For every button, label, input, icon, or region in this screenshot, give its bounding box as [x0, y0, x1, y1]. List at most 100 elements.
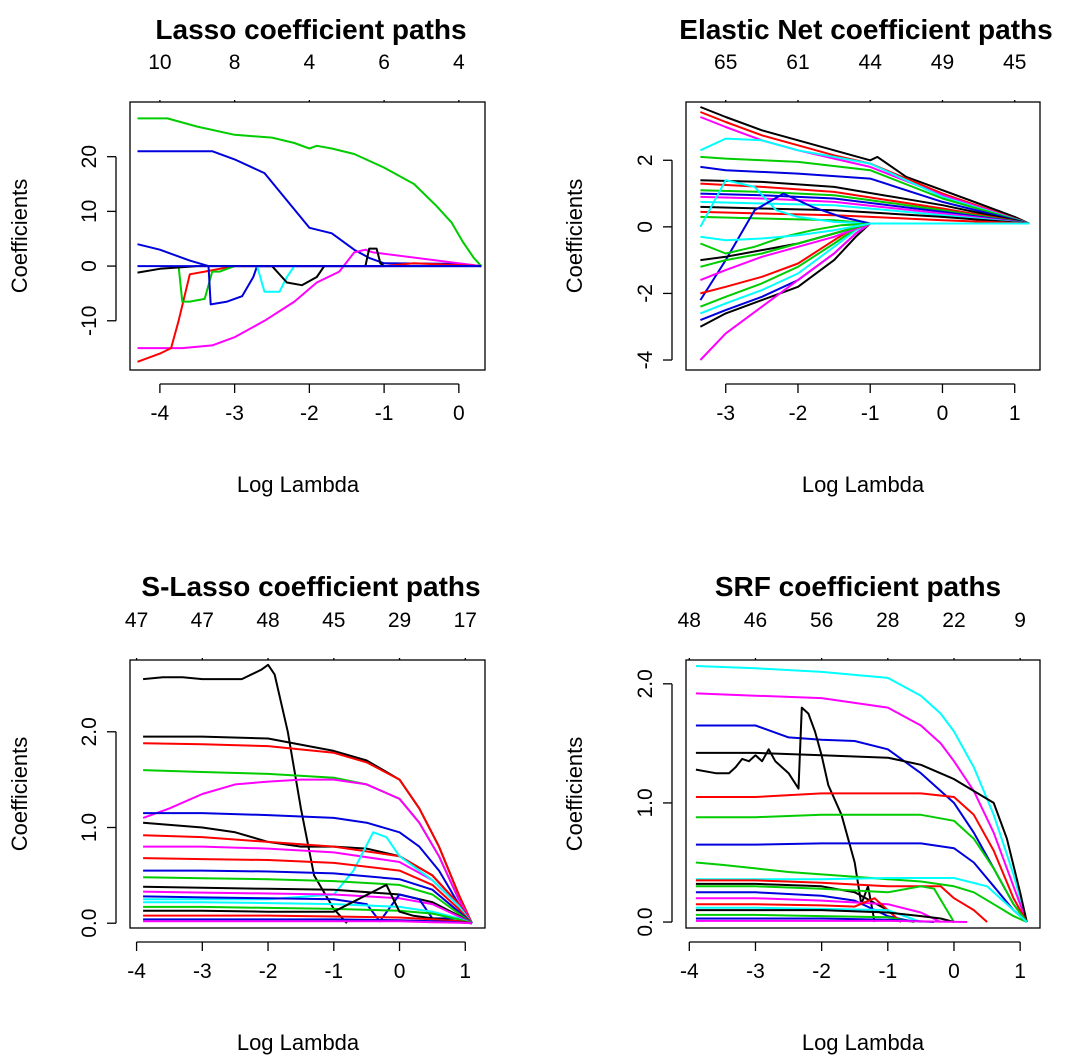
- lasso-series-layer: [137, 117, 483, 363]
- elastic-net-title: Elastic Net coefficient paths: [679, 14, 1052, 45]
- elastic-net-x-tick-label: 1: [1009, 402, 1021, 425]
- lasso-x-tick-label: -1: [375, 402, 394, 425]
- s-lasso-path-18: [143, 905, 473, 925]
- elastic-net-top-tick-label: 45: [1003, 51, 1026, 74]
- srf-path-1: [695, 665, 1028, 923]
- srf-path-9: [695, 861, 1028, 923]
- elastic-net-path-26: [700, 222, 871, 282]
- srf-x-tick-label: -4: [680, 960, 699, 983]
- srf-top-tick-label: 9: [1014, 609, 1026, 632]
- elastic-net-panel: Elastic Net coefficient paths -3 -2 -1 0 1 -…: [562, 14, 1053, 497]
- lasso-path-2: [137, 150, 482, 268]
- lasso-x-label: Log Lambda: [237, 472, 360, 497]
- srf-y-label: Coefficients: [562, 737, 587, 852]
- elastic-net-top-tick-label: 61: [786, 51, 809, 74]
- lasso-path-7: [256, 265, 296, 293]
- srf-y-tick-label: 0.0: [634, 907, 657, 936]
- elastic-net-path-24: [699, 222, 871, 361]
- elastic-net-path-27: [700, 222, 871, 268]
- elastic-net-path-1: [700, 106, 1030, 225]
- s-lasso-y-label: Coefficients: [7, 737, 32, 852]
- elastic-net-y-tick-label: 0: [634, 221, 657, 233]
- elastic-net-path-10: [700, 192, 1030, 225]
- lasso-top-tick-label: 6: [378, 51, 390, 74]
- lasso-top-tick-label: 4: [304, 51, 316, 74]
- s-lasso-path-20: [143, 914, 473, 925]
- lasso-path-3: [137, 248, 482, 350]
- s-lasso-path-1: [143, 663, 348, 924]
- elastic-net-y-label: Coefficients: [562, 179, 587, 294]
- elastic-net-y-tick-label: -2: [634, 284, 657, 303]
- srf-path-13: [695, 885, 955, 923]
- srf-x-tick-label: 0: [948, 960, 960, 983]
- s-lasso-x-tick-label: -1: [324, 960, 343, 983]
- srf-x-tick-label: -2: [812, 960, 831, 983]
- s-lasso-path-22: [143, 920, 472, 925]
- elastic-net-path-19: [699, 222, 871, 328]
- elastic-net-x-tick-label: -1: [861, 402, 880, 425]
- srf-y-axis: 0.0 1.0 2.0: [634, 669, 673, 937]
- srf-path-16: [695, 897, 902, 923]
- elastic-net-plot-frame: [685, 101, 1041, 371]
- s-lasso-path-13: [143, 876, 473, 925]
- s-lasso-top-tick-label: 47: [191, 609, 214, 632]
- s-lasso-path-11: [143, 857, 473, 924]
- srf-top-tick-label: 22: [942, 609, 965, 632]
- elastic-net-path-6: [700, 165, 1030, 225]
- elastic-net-x-axis: -3 -2 -1 0 1: [716, 383, 1021, 425]
- s-lasso-path-10: [143, 831, 473, 924]
- lasso-x-tick-label: -3: [225, 402, 244, 425]
- s-lasso-path-15: [143, 890, 473, 925]
- lasso-y-axis: -10 0 10 20: [78, 145, 117, 336]
- srf-path-7: [695, 813, 1028, 923]
- s-lasso-top-tick-label: 47: [125, 609, 148, 632]
- elastic-net-top-tick-label: 49: [931, 51, 954, 74]
- s-lasso-x-tick-label: 0: [394, 960, 406, 983]
- elastic-net-path-28: [700, 222, 871, 242]
- s-lasso-x-tick-label: 1: [459, 960, 471, 983]
- elastic-net-top-axis: 65 61 44 49 45: [714, 51, 1026, 102]
- srf-x-tick-label: -3: [746, 960, 765, 983]
- lasso-y-tick-label: 0: [78, 260, 101, 272]
- lasso-top-tick-label: 8: [229, 51, 241, 74]
- srf-plot-frame: [685, 659, 1041, 929]
- elastic-net-y-axis: -4 -2 0 2: [634, 154, 673, 369]
- srf-path-2: [695, 692, 1028, 923]
- elastic-net-x-label: Log Lambda: [802, 472, 925, 497]
- s-lasso-top-tick-label: 29: [388, 609, 411, 632]
- lasso-top-tick-label: 10: [148, 51, 171, 74]
- srf-x-tick-label: -1: [878, 960, 897, 983]
- elastic-net-y-tick-label: 2: [634, 154, 657, 166]
- srf-path-21: [695, 919, 968, 923]
- lasso-top-axis: 10 8 4 6 4: [148, 51, 465, 102]
- s-lasso-series-layer: [142, 663, 473, 925]
- s-lasso-path-3: [143, 742, 473, 924]
- srf-y-tick-label: 2.0: [634, 669, 657, 698]
- s-lasso-top-axis: 47 47 48 45 29 17: [125, 609, 477, 660]
- s-lasso-x-tick-label: -2: [259, 960, 278, 983]
- elastic-net-path-5: [700, 155, 1030, 225]
- elastic-net-series-layer: [699, 106, 1030, 361]
- lasso-y-tick-label: 20: [78, 145, 101, 168]
- elastic-net-path-12: [700, 200, 1030, 225]
- lasso-plot-frame: [129, 101, 486, 371]
- srf-path-10: [695, 877, 1028, 923]
- elastic-net-path-13: [700, 205, 1030, 225]
- elastic-net-path-4: [699, 137, 1030, 225]
- s-lasso-x-axis: -4 -3 -2 -1 0 1: [127, 941, 471, 983]
- s-lasso-top-tick-label: 17: [454, 609, 477, 632]
- s-lasso-top-tick-label: 45: [322, 609, 345, 632]
- srf-path-5: [695, 706, 876, 923]
- s-lasso-path-12: [143, 869, 473, 924]
- srf-x-axis: -4 -3 -2 -1 0 1: [680, 941, 1026, 983]
- lasso-path-9: [364, 247, 385, 267]
- srf-top-axis: 48 46 56 28 22 9: [678, 609, 1026, 660]
- elastic-net-x-tick-label: -2: [789, 402, 808, 425]
- s-lasso-x-label: Log Lambda: [237, 1030, 360, 1055]
- s-lasso-path-8: [143, 834, 473, 924]
- lasso-path-5: [177, 265, 235, 303]
- lasso-title: Lasso coefficient paths: [155, 14, 466, 45]
- srf-top-tick-label: 56: [810, 609, 833, 632]
- srf-series-layer: [695, 665, 1028, 923]
- srf-path-6: [695, 792, 1028, 923]
